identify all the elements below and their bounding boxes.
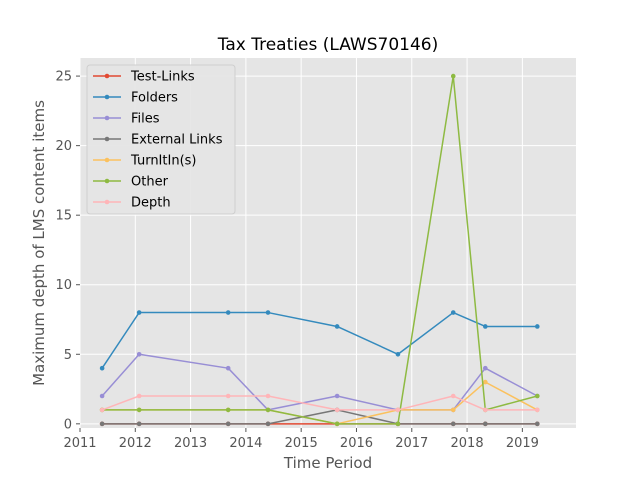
legend-label: External Links — [131, 133, 223, 148]
data-point — [450, 393, 456, 399]
legend-marker — [104, 157, 110, 163]
data-point — [265, 421, 271, 427]
data-point — [334, 407, 340, 413]
data-point — [534, 421, 540, 427]
x-tick-label: 2014 — [229, 436, 262, 451]
data-point — [136, 407, 142, 413]
chart-title: Tax Treaties (LAWS70146) — [217, 35, 438, 55]
data-point — [483, 379, 488, 385]
y-tick-label: 25 — [55, 70, 72, 85]
data-point — [534, 393, 540, 399]
data-point — [483, 365, 488, 371]
data-point — [136, 310, 142, 315]
series-group — [99, 73, 540, 427]
data-point — [265, 407, 271, 413]
y-axis-label: Maximum depth of LMS content items — [30, 100, 48, 386]
data-point — [99, 365, 105, 371]
data-point — [136, 421, 142, 427]
legend-marker — [104, 94, 110, 100]
data-point — [265, 393, 271, 399]
legend-marker — [104, 73, 110, 79]
data-point — [99, 421, 105, 427]
data-point — [99, 407, 105, 413]
x-tick-label: 2012 — [119, 436, 152, 451]
data-point — [534, 407, 540, 413]
data-point — [395, 421, 401, 427]
legend-label: Test-Links — [130, 70, 195, 85]
data-point — [450, 310, 456, 315]
series-depth — [99, 393, 540, 413]
data-point — [450, 73, 456, 79]
x-tick-label: 2019 — [506, 436, 539, 451]
x-tick-label: 2017 — [395, 436, 428, 451]
data-point — [225, 407, 231, 413]
data-point — [483, 407, 488, 413]
data-point — [99, 393, 105, 399]
x-tick-label: 2013 — [174, 436, 207, 451]
y-tick-label: 20 — [55, 139, 72, 154]
data-point — [334, 324, 340, 329]
legend-label: Files — [131, 112, 160, 127]
data-point — [395, 407, 401, 413]
legend: Test-Links Folders Files External Links Turn… — [86, 64, 236, 215]
x-axis-label: Time Period — [283, 454, 372, 472]
data-point — [450, 407, 456, 413]
x-axis-ticks: 2011 2012 2013 2014 2015 2016 2017 2018 2019 — [63, 428, 539, 451]
x-tick-label: 2015 — [285, 436, 318, 451]
data-point — [534, 324, 540, 329]
legend-marker — [104, 115, 110, 121]
data-point — [136, 393, 142, 399]
y-tick-label: 5 — [64, 348, 72, 363]
data-point — [395, 351, 401, 357]
y-tick-label: 10 — [55, 278, 72, 293]
y-axis-ticks: 0 5 10 15 20 25 — [55, 70, 80, 432]
data-point — [483, 324, 488, 329]
data-point — [483, 421, 488, 427]
legend-label: Depth — [131, 196, 171, 211]
data-point — [334, 421, 340, 427]
legend-label: Folders — [131, 91, 178, 106]
data-point — [225, 365, 231, 371]
data-point — [334, 393, 340, 399]
legend-marker — [104, 178, 110, 184]
legend-box — [86, 64, 236, 215]
data-point — [225, 421, 231, 427]
x-tick-label: 2016 — [340, 436, 373, 451]
series-folders — [99, 310, 540, 371]
y-tick-label: 15 — [55, 209, 72, 224]
x-tick-label: 2018 — [451, 436, 484, 451]
data-point — [450, 421, 456, 427]
legend-label: TurnItIn(s) — [130, 154, 196, 169]
legend-label: Other — [131, 175, 169, 190]
y-tick-label: 0 — [64, 417, 72, 432]
data-point — [136, 351, 142, 357]
x-tick-label: 2011 — [63, 436, 96, 451]
legend-marker — [104, 199, 110, 205]
legend-marker — [104, 136, 110, 142]
data-point — [225, 310, 231, 315]
data-point — [225, 393, 231, 399]
data-point — [265, 310, 271, 315]
